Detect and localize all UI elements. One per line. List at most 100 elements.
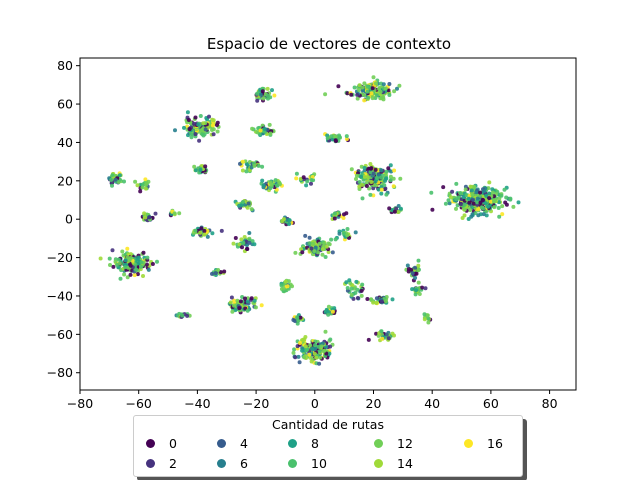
data-point	[238, 161, 242, 166]
data-point	[231, 241, 236, 246]
data-point	[180, 313, 185, 318]
y-tick-label: −40	[47, 288, 73, 303]
data-point	[196, 122, 201, 127]
data-point	[383, 299, 388, 304]
data-point	[323, 329, 328, 334]
data-point	[448, 195, 453, 200]
data-point	[344, 134, 349, 139]
data-point	[349, 293, 354, 297]
legend-item: 10	[288, 456, 327, 471]
x-tick-label: 40	[424, 396, 440, 411]
data-point	[143, 215, 148, 220]
data-point	[268, 180, 273, 185]
data-point	[362, 166, 367, 170]
data-point	[475, 200, 480, 205]
data-point	[249, 207, 254, 212]
data-point	[233, 236, 238, 240]
x-tick-label: −80	[67, 396, 93, 411]
data-point	[478, 190, 483, 195]
data-point	[146, 267, 151, 272]
data-point	[155, 259, 159, 264]
data-point	[475, 196, 480, 201]
data-point	[295, 315, 300, 320]
data-point	[450, 189, 455, 194]
data-point	[141, 274, 145, 278]
data-point	[265, 86, 270, 91]
data-point	[283, 279, 288, 284]
data-point	[328, 344, 333, 349]
data-point	[347, 278, 352, 283]
data-point	[110, 248, 115, 253]
data-point	[135, 272, 140, 277]
data-point	[252, 163, 257, 168]
data-point	[362, 81, 367, 86]
data-point	[459, 202, 464, 206]
data-point	[125, 246, 130, 251]
data-point	[281, 217, 286, 222]
data-point	[135, 257, 140, 262]
data-point	[359, 288, 364, 293]
data-point	[191, 121, 196, 126]
data-point	[229, 295, 234, 300]
data-point	[425, 313, 430, 318]
data-point	[349, 92, 354, 97]
data-point	[240, 159, 245, 164]
data-point	[464, 193, 469, 198]
data-point	[272, 93, 277, 98]
data-point	[490, 187, 495, 192]
data-point	[268, 131, 273, 136]
data-point	[500, 212, 505, 217]
data-point	[303, 233, 308, 238]
y-tick-label: −20	[47, 250, 73, 265]
data-point	[357, 180, 362, 184]
legend-label: 12	[397, 436, 413, 451]
data-point	[376, 187, 381, 192]
data-point	[237, 203, 242, 208]
data-point	[361, 88, 366, 93]
data-point	[313, 343, 317, 348]
data-point	[341, 216, 346, 220]
legend-item: 0	[146, 436, 177, 451]
data-point	[215, 120, 220, 125]
data-point	[357, 88, 362, 93]
data-point	[303, 344, 308, 349]
data-point	[388, 163, 393, 168]
data-point	[472, 185, 477, 189]
data-point	[292, 347, 297, 352]
data-point	[323, 92, 328, 97]
data-point	[354, 279, 359, 284]
data-point	[329, 134, 334, 139]
data-point	[302, 355, 307, 360]
data-point	[98, 256, 103, 261]
data-point	[345, 286, 350, 290]
data-point	[414, 288, 418, 293]
data-point	[392, 89, 397, 94]
data-point	[250, 126, 255, 131]
data-point	[143, 177, 148, 182]
data-point	[420, 285, 425, 290]
data-point	[281, 286, 286, 291]
data-point	[128, 256, 133, 260]
data-point	[325, 136, 330, 141]
data-point	[337, 135, 342, 140]
data-point	[360, 85, 365, 90]
data-point	[316, 344, 321, 349]
data-point	[487, 191, 492, 196]
legend-marker	[374, 459, 383, 468]
data-point	[245, 299, 250, 304]
data-point	[117, 173, 122, 178]
data-point	[499, 193, 504, 198]
data-point	[458, 191, 463, 196]
data-point	[241, 241, 246, 246]
data-point	[365, 84, 370, 89]
legend-title: Cantidad de rutas	[272, 417, 384, 432]
data-point	[255, 91, 260, 96]
data-point	[240, 245, 244, 250]
data-point	[307, 235, 312, 240]
data-point	[315, 250, 320, 255]
y-tick-label: 80	[57, 58, 73, 73]
data-point	[308, 343, 313, 348]
data-point	[379, 299, 384, 304]
data-point	[391, 176, 396, 181]
data-point	[368, 192, 373, 197]
